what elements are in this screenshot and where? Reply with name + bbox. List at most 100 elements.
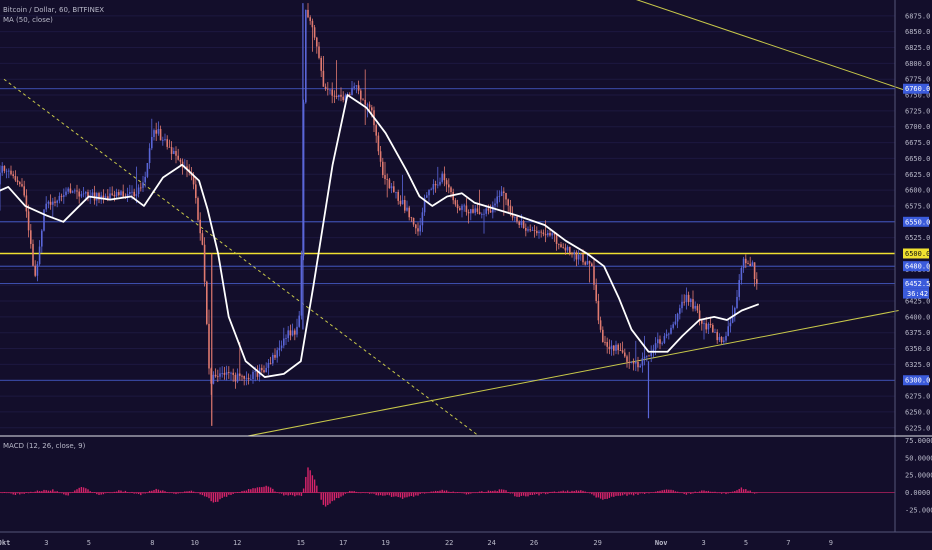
candle-body: [412, 217, 415, 225]
time-tick-label: 26: [530, 539, 538, 547]
candle-body: [129, 192, 131, 194]
macd-bar: [432, 491, 435, 493]
candle-body: [731, 316, 734, 323]
candle-body: [82, 193, 85, 195]
macd-tick-label: 0.0000: [905, 489, 930, 497]
candle-body: [485, 208, 487, 214]
candle-body: [386, 178, 388, 180]
macd-bar: [47, 490, 50, 493]
candle-body: [351, 87, 353, 96]
macd-bar: [626, 492, 628, 496]
macd-bar: [663, 489, 666, 493]
candle-body: [320, 57, 322, 71]
macd-bar: [335, 492, 338, 498]
trend-lines[interactable]: [3, 0, 916, 437]
level-label-text: 6500.0: [905, 250, 930, 258]
macd-bar: [503, 489, 505, 493]
candle-body: [34, 265, 36, 276]
candle-body: [727, 326, 729, 336]
candle-body: [573, 252, 575, 255]
macd-bar: [164, 491, 166, 493]
price-tick-label: 6325.0: [905, 361, 930, 369]
candle-body: [230, 372, 232, 374]
macd-bar: [599, 492, 602, 499]
candle-body: [445, 180, 448, 185]
price-tick-label: 6275.0: [905, 393, 930, 401]
time-tick-label: 9: [829, 539, 833, 547]
macd-bar: [351, 491, 353, 493]
horizontal-levels[interactable]: [0, 88, 895, 381]
ascending-support-trendline: [247, 310, 899, 437]
macd-bar: [575, 490, 578, 493]
price-tick-label: 6600.0: [905, 187, 930, 195]
price-tick-label: 6225.0: [905, 424, 930, 432]
candle-body: [360, 90, 362, 100]
macd-bar: [461, 492, 463, 494]
macd-bar: [250, 489, 252, 493]
macd-bar: [80, 487, 83, 493]
candle-body: [641, 358, 644, 366]
macd-bar: [142, 492, 144, 494]
macd-bar: [36, 490, 39, 493]
candle-body: [56, 200, 58, 203]
candle-body: [426, 195, 428, 198]
macd-bar: [203, 492, 206, 497]
time-tick-label: 5: [87, 539, 91, 547]
macd-histogram: [0, 467, 895, 507]
macd-bar: [692, 492, 694, 494]
macd-bar: [118, 490, 120, 493]
candle-body: [547, 232, 549, 236]
macd-bar: [184, 491, 186, 493]
candle-body: [672, 324, 674, 328]
candle-body: [353, 86, 355, 88]
macd-bar: [630, 492, 633, 495]
candle-body: [615, 344, 617, 351]
candle-body: [3, 165, 6, 171]
candle-body: [30, 230, 32, 244]
time-axis-labels: Okt 3 5 8 10 12 15 17 19 22 24 26 29 Nov 3 5 7 9: [0, 539, 833, 547]
macd-bar: [648, 492, 650, 494]
macd-bar: [514, 492, 516, 497]
macd-bar: [606, 492, 608, 499]
macd-bar: [247, 489, 250, 493]
macd-bar: [228, 492, 230, 495]
candle-body: [168, 146, 171, 148]
macd-bar: [272, 488, 274, 493]
macd-bar: [470, 492, 472, 494]
time-tick-label: 3: [44, 539, 48, 547]
time-tick-label: 12: [233, 539, 241, 547]
candle-body: [415, 224, 417, 229]
candle-body: [417, 228, 419, 232]
candle-body: [146, 162, 149, 177]
macd-bar: [621, 492, 624, 496]
macd-bar: [49, 490, 52, 493]
time-tick-label: 3: [701, 539, 705, 547]
candle-body: [67, 188, 69, 192]
macd-bar: [536, 492, 538, 495]
macd-bar: [492, 490, 494, 493]
candle-body: [745, 258, 747, 264]
macd-bar: [331, 492, 333, 502]
macd-bar: [254, 488, 256, 493]
candle-body: [329, 89, 331, 91]
candle-body: [236, 373, 239, 382]
candle-body: [421, 212, 424, 226]
level-label-text: 6480.0: [905, 263, 930, 271]
macd-bar: [404, 492, 406, 498]
price-tick-label: 6625.0: [905, 171, 930, 179]
candle-body: [313, 27, 316, 38]
candle-body: [716, 332, 718, 341]
macd-bar: [489, 490, 492, 493]
candle-body: [263, 370, 265, 373]
macd-bar: [267, 486, 270, 493]
candle-body: [0, 172, 1, 185]
candle-body: [694, 305, 696, 309]
macd-bar: [140, 492, 142, 496]
candle-body: [307, 9, 309, 18]
candle-body: [544, 234, 547, 236]
candle-body: [657, 339, 659, 344]
macd-bar: [538, 492, 540, 496]
macd-bar: [740, 487, 743, 493]
candle-body: [265, 367, 267, 373]
